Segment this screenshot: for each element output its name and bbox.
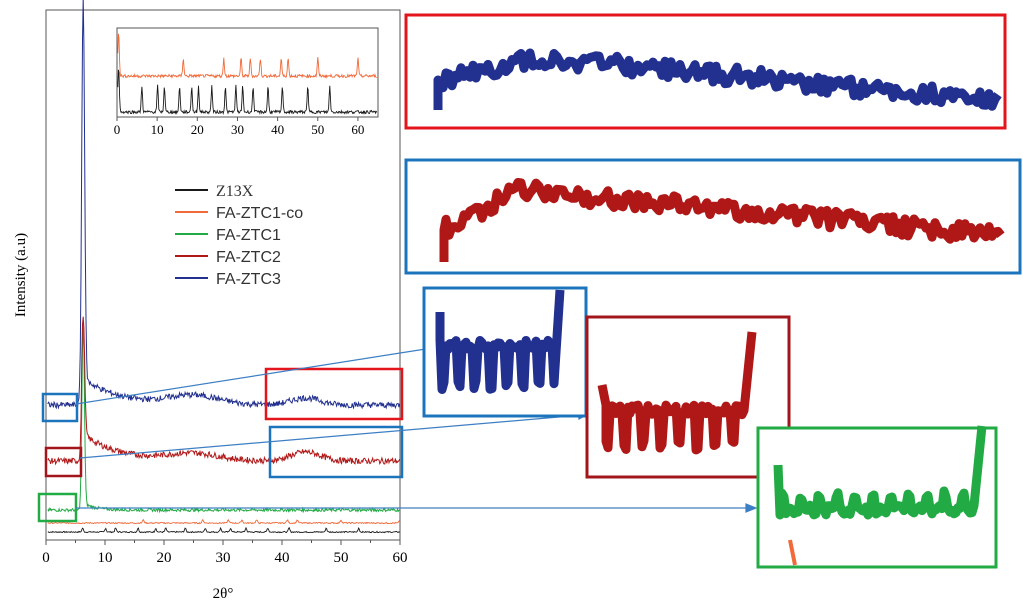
- legend-entry: Z13X: [216, 183, 254, 200]
- zoom-line: [597, 331, 757, 455]
- inset-tick-label: 30: [231, 122, 244, 137]
- inset-tick-label: 0: [114, 122, 121, 137]
- zoom-line: [439, 178, 1005, 262]
- zoom-trace-ztc1-low: [773, 425, 987, 566]
- legend-entry: FA-ZTC1-co: [216, 205, 303, 222]
- zoom-trace-ztc3-low: [435, 289, 565, 394]
- zoom-trace-ztc2-high: [439, 178, 1005, 262]
- inset-traces: [117, 33, 378, 116]
- zoom-line: [435, 289, 565, 394]
- x-tick-label: 60: [393, 550, 408, 566]
- x-axis-label: 2θ°: [213, 586, 234, 602]
- inset-tick-label: 50: [311, 122, 324, 137]
- trace-fa-ztc1-co: [47, 518, 400, 525]
- main-traces: [47, 0, 401, 534]
- x-tick-label: 0: [42, 550, 50, 566]
- inset-tick-label: 60: [351, 122, 364, 137]
- main-x-axis: 0 10 20 30 40 50 60: [42, 540, 408, 566]
- zoom-box-ztc1-low: [37, 492, 78, 523]
- zoom-line: [773, 425, 987, 520]
- y-axis-label: Intensity (a.u): [13, 233, 29, 317]
- x-tick-label: 40: [275, 550, 290, 566]
- inset-trace-z13x: [117, 69, 378, 116]
- legend-entry: FA-ZTC1: [216, 227, 281, 244]
- x-tick-label: 30: [216, 550, 231, 566]
- inset-tick-label: 10: [151, 122, 164, 137]
- zoom-line-ztc1co: [788, 539, 797, 566]
- legend-entry: FA-ZTC3: [216, 271, 281, 288]
- legend-entry: FA-ZTC2: [216, 249, 281, 266]
- trace-fa-ztc3: [47, 0, 401, 410]
- zoom-box-ztc3-low: [41, 392, 79, 423]
- trace-z13x: [47, 526, 400, 534]
- zoom-box-ztc3-high: [264, 367, 404, 421]
- inset-trace-fa-ztc1-co: [117, 33, 377, 79]
- zoom-trace-ztc2-low: [597, 331, 757, 455]
- trace-fa-ztc2: [47, 316, 401, 466]
- x-tick-label: 10: [98, 550, 113, 566]
- zoom-line: [433, 48, 1002, 111]
- inset-frame: [116, 27, 379, 118]
- x-tick-label: 20: [157, 550, 172, 566]
- x-tick-label: 50: [334, 550, 349, 566]
- zoom-trace-ztc3-high: [433, 48, 1002, 111]
- zoom-box-ztc2-low: [44, 446, 83, 478]
- zoom-box-ztc2-high: [268, 425, 404, 479]
- inset-tick-label: 40: [271, 122, 284, 137]
- inset-x-axis: 0 10 20 30 40 50 60: [114, 117, 364, 137]
- trace-fa-ztc1: [47, 321, 400, 514]
- legend: Z13X FA-ZTC1-co FA-ZTC1 FA-ZTC2 FA-ZTC3: [175, 183, 303, 288]
- inset-tick-label: 20: [191, 122, 204, 137]
